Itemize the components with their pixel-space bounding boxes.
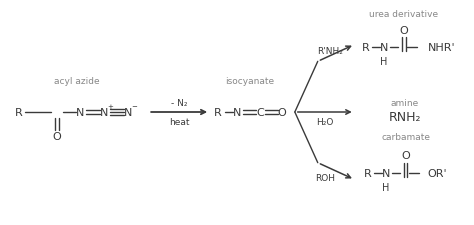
Text: O: O (399, 25, 408, 35)
Text: O: O (401, 150, 410, 160)
Text: C: C (256, 108, 264, 117)
Text: acyl azide: acyl azide (54, 76, 99, 85)
Text: N: N (233, 108, 241, 117)
Text: OR': OR' (428, 168, 447, 178)
Text: amine: amine (391, 98, 419, 107)
Text: R'NH₂: R'NH₂ (317, 47, 343, 56)
Text: urea derivative: urea derivative (369, 10, 438, 19)
Text: ROH: ROH (315, 173, 335, 182)
Text: H: H (382, 182, 389, 192)
Text: NHR': NHR' (428, 43, 455, 53)
Text: N: N (100, 108, 109, 117)
Text: R: R (364, 168, 372, 178)
Text: R: R (214, 108, 222, 117)
Text: R: R (362, 43, 370, 53)
Text: R: R (15, 108, 23, 117)
Text: N: N (124, 108, 133, 117)
Text: O: O (52, 131, 61, 141)
Text: - N₂: - N₂ (171, 98, 187, 107)
Text: RNH₂: RNH₂ (388, 111, 421, 124)
Text: heat: heat (169, 118, 190, 127)
Text: N: N (382, 168, 390, 178)
Text: H₂O: H₂O (316, 118, 333, 127)
Text: H: H (380, 57, 387, 67)
Text: isocyanate: isocyanate (226, 76, 274, 85)
Text: N: N (379, 43, 388, 53)
Text: O: O (277, 108, 286, 117)
Text: carbamate: carbamate (381, 133, 430, 142)
Text: −: − (131, 104, 137, 110)
Text: N: N (76, 108, 85, 117)
Text: +: + (108, 104, 113, 110)
